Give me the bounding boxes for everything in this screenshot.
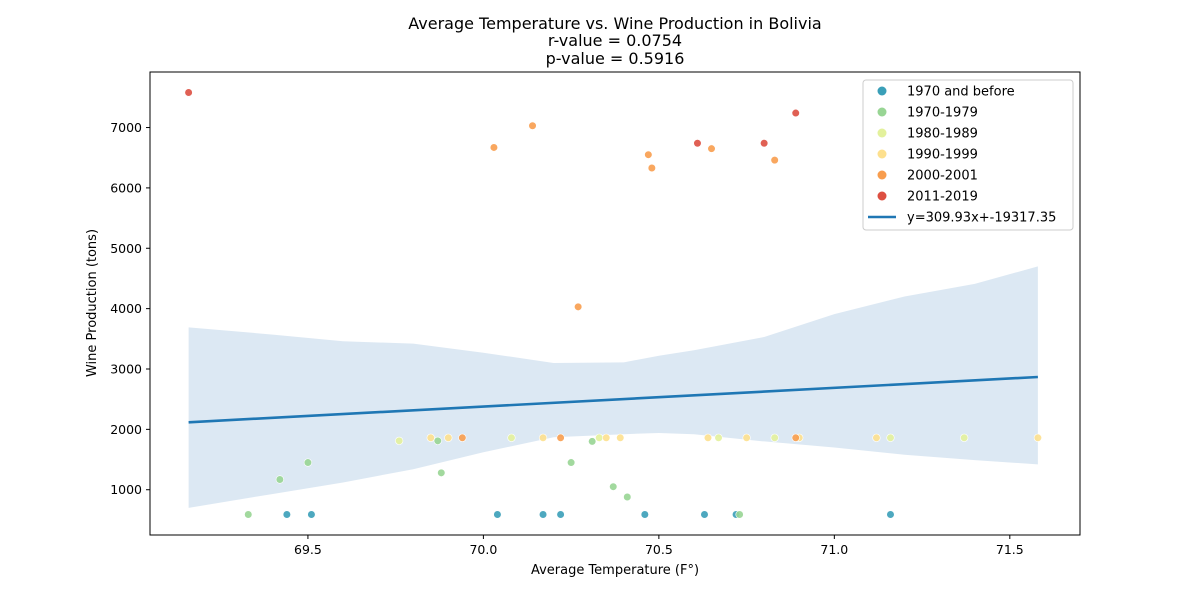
data-point-series-4	[489, 143, 499, 152]
data-point-series-3	[426, 433, 435, 442]
legend-label: 1970 and before	[907, 85, 1015, 100]
data-point-series-5	[184, 88, 193, 97]
points-layer	[184, 88, 1042, 519]
data-point-series-4	[770, 156, 779, 165]
data-point-series-0	[282, 510, 291, 519]
y-tick-label: 4000	[110, 301, 142, 316]
chart-title: Average Temperature vs. Wine Production …	[408, 14, 821, 33]
data-point-series-3	[538, 433, 548, 442]
data-point-series-0	[640, 510, 649, 519]
legend-label: 2011-2019	[907, 190, 978, 205]
x-axis: 69.5 70.0 70.5 71.0 71.5	[294, 535, 1024, 557]
data-point-series-0	[886, 510, 895, 519]
legend-box	[862, 79, 1074, 231]
regression-layer	[188, 375, 1038, 424]
chart-subtitle-p: p-value = 0.5916	[546, 49, 685, 68]
regression-line	[188, 375, 1038, 424]
x-tick-label: 71.0	[820, 542, 848, 557]
legend-label: 1980-1989	[907, 127, 978, 142]
data-point-series-3	[616, 433, 625, 442]
legend-label: 1970-1979	[907, 106, 978, 121]
data-point-series-4	[574, 302, 583, 311]
data-point-series-3	[1033, 433, 1042, 442]
x-tick-label: 70.5	[645, 542, 673, 557]
data-point-series-1	[735, 510, 744, 519]
legend-marker	[877, 128, 887, 138]
data-point-series-0	[307, 510, 316, 519]
y-tick-label: 7000	[110, 120, 142, 135]
data-point-series-3	[742, 433, 751, 442]
x-tick-label: 70.0	[469, 542, 497, 557]
data-point-series-0	[538, 510, 548, 519]
legend-label: y=309.93x+-19317.35	[907, 211, 1056, 226]
legend-label: 2000-2001	[907, 169, 978, 184]
legend-marker	[877, 170, 887, 180]
data-point-series-4	[458, 433, 467, 442]
data-point-series-4	[528, 121, 537, 130]
y-tick-label: 3000	[110, 361, 142, 376]
y-tick-label: 6000	[110, 180, 142, 195]
data-point-series-3	[602, 433, 611, 442]
data-point-series-1	[275, 475, 284, 484]
confidence-band-layer	[188, 266, 1038, 508]
data-point-series-4	[707, 144, 716, 153]
data-point-series-2	[886, 433, 895, 442]
data-point-series-1	[303, 458, 313, 467]
data-point-series-3	[703, 433, 713, 442]
data-point-series-2	[595, 433, 604, 442]
data-point-series-1	[588, 437, 597, 446]
x-tick-label: 71.5	[996, 542, 1024, 557]
data-point-series-0	[700, 510, 709, 519]
data-point-series-2	[507, 433, 516, 442]
data-point-series-1	[433, 436, 442, 445]
confidence-band	[188, 266, 1038, 508]
x-axis-label: Average Temperature (F°)	[531, 563, 699, 578]
y-tick-label: 5000	[110, 241, 142, 256]
data-point-series-4	[791, 433, 800, 442]
data-point-series-3	[444, 433, 453, 442]
data-point-series-0	[493, 510, 502, 519]
chart-subtitle-r: r-value = 0.0754	[548, 31, 682, 50]
data-point-series-0	[556, 510, 565, 519]
y-tick-label: 2000	[110, 422, 142, 437]
data-point-series-1	[567, 458, 576, 467]
data-point-series-4	[647, 163, 656, 173]
data-point-series-2	[395, 436, 404, 445]
y-axis: 1000 2000 3000 4000 5000 6000 7000	[110, 120, 150, 497]
data-point-series-1	[244, 510, 253, 519]
y-axis-label: Wine Production (tons)	[85, 229, 100, 377]
data-point-series-5	[693, 139, 702, 148]
data-point-series-2	[714, 433, 723, 442]
legend-marker	[877, 107, 887, 117]
data-point-series-1	[623, 492, 632, 502]
data-point-series-4	[644, 150, 653, 159]
legend: 1970 and before 1970-1979 1980-1989 1990-19…	[862, 79, 1074, 231]
x-tick-label: 69.5	[294, 542, 322, 557]
y-tick-label: 1000	[110, 482, 142, 497]
data-point-series-2	[960, 433, 969, 442]
data-point-series-1	[437, 468, 446, 477]
legend-label: 1990-1999	[907, 148, 978, 163]
legend-marker	[877, 191, 887, 201]
data-point-series-4	[556, 433, 565, 442]
plot-frame	[149, 71, 1081, 536]
data-point-series-5	[760, 139, 769, 148]
legend-marker	[877, 86, 887, 96]
data-point-series-5	[791, 108, 800, 118]
data-point-series-2	[770, 433, 779, 442]
legend-marker	[877, 149, 887, 159]
data-point-series-1	[609, 482, 618, 491]
data-point-series-3	[872, 433, 881, 442]
